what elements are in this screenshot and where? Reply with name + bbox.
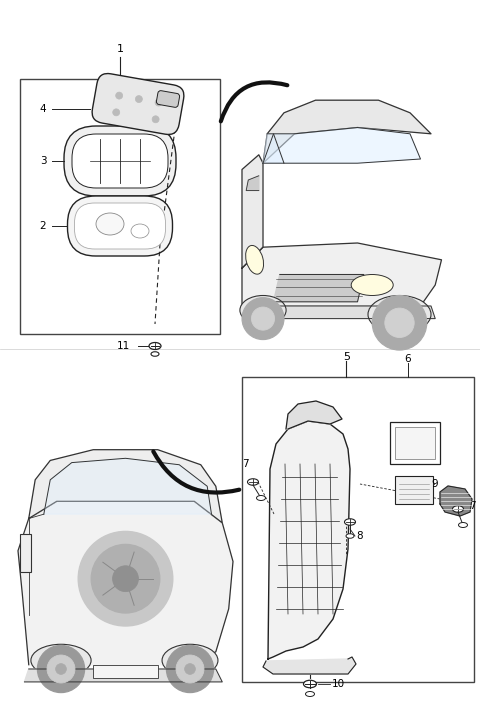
Circle shape: [155, 99, 162, 106]
FancyBboxPatch shape: [92, 73, 184, 134]
Circle shape: [56, 664, 66, 674]
Ellipse shape: [162, 644, 218, 677]
Text: 10: 10: [332, 679, 345, 689]
FancyBboxPatch shape: [74, 203, 166, 249]
Bar: [20, 79, 220, 334]
Polygon shape: [263, 100, 431, 163]
FancyBboxPatch shape: [72, 134, 168, 188]
Polygon shape: [263, 657, 356, 674]
Polygon shape: [242, 243, 442, 306]
Ellipse shape: [152, 345, 158, 347]
Circle shape: [135, 96, 143, 103]
Circle shape: [116, 92, 123, 99]
Polygon shape: [242, 155, 263, 268]
Circle shape: [113, 566, 138, 591]
Ellipse shape: [246, 246, 264, 274]
Circle shape: [409, 507, 419, 517]
Polygon shape: [24, 669, 222, 682]
Ellipse shape: [458, 522, 468, 527]
Polygon shape: [18, 497, 233, 665]
Polygon shape: [44, 458, 212, 514]
Bar: [395, 476, 433, 504]
Text: 6: 6: [405, 354, 411, 364]
Ellipse shape: [453, 505, 464, 513]
Bar: [395, 427, 435, 459]
Circle shape: [385, 308, 414, 337]
Bar: [20, 534, 31, 572]
Circle shape: [113, 109, 120, 116]
Text: 8: 8: [357, 531, 363, 541]
Ellipse shape: [31, 644, 91, 677]
FancyArrowPatch shape: [221, 82, 288, 121]
Polygon shape: [440, 486, 472, 516]
Text: 11: 11: [117, 341, 130, 351]
Polygon shape: [268, 421, 350, 659]
Circle shape: [78, 532, 173, 626]
Circle shape: [242, 298, 284, 339]
Polygon shape: [274, 275, 364, 302]
Circle shape: [37, 646, 84, 693]
Ellipse shape: [149, 343, 161, 349]
Circle shape: [152, 115, 159, 122]
Polygon shape: [252, 306, 435, 319]
Ellipse shape: [248, 479, 259, 485]
Ellipse shape: [351, 275, 393, 296]
Ellipse shape: [345, 519, 356, 525]
Text: 9: 9: [432, 479, 438, 489]
Circle shape: [47, 655, 75, 683]
FancyBboxPatch shape: [156, 91, 180, 108]
Text: 7: 7: [469, 501, 476, 511]
Circle shape: [176, 655, 204, 683]
Polygon shape: [29, 450, 222, 523]
Circle shape: [372, 296, 427, 350]
Bar: [390, 422, 440, 464]
Polygon shape: [263, 134, 284, 163]
Bar: [242, 377, 474, 682]
Ellipse shape: [131, 224, 149, 238]
Ellipse shape: [149, 343, 160, 349]
Bar: [93, 665, 158, 677]
Ellipse shape: [256, 496, 265, 501]
Ellipse shape: [346, 534, 354, 539]
Polygon shape: [246, 176, 259, 191]
Ellipse shape: [305, 691, 314, 696]
Text: 5: 5: [343, 352, 350, 362]
Text: 3: 3: [40, 156, 46, 166]
Ellipse shape: [240, 296, 286, 325]
Ellipse shape: [151, 352, 159, 356]
Circle shape: [167, 646, 214, 693]
Circle shape: [91, 544, 160, 613]
Circle shape: [252, 307, 275, 330]
Ellipse shape: [368, 296, 431, 333]
Text: 1: 1: [117, 44, 123, 54]
FancyBboxPatch shape: [68, 196, 172, 256]
Polygon shape: [286, 401, 342, 429]
Polygon shape: [263, 127, 420, 163]
Text: 4: 4: [40, 104, 46, 114]
FancyBboxPatch shape: [64, 126, 176, 196]
Ellipse shape: [303, 680, 316, 688]
Text: 7: 7: [242, 459, 248, 469]
FancyArrowPatch shape: [153, 451, 240, 493]
Circle shape: [185, 664, 195, 674]
Ellipse shape: [96, 213, 124, 235]
Text: 2: 2: [40, 221, 46, 231]
